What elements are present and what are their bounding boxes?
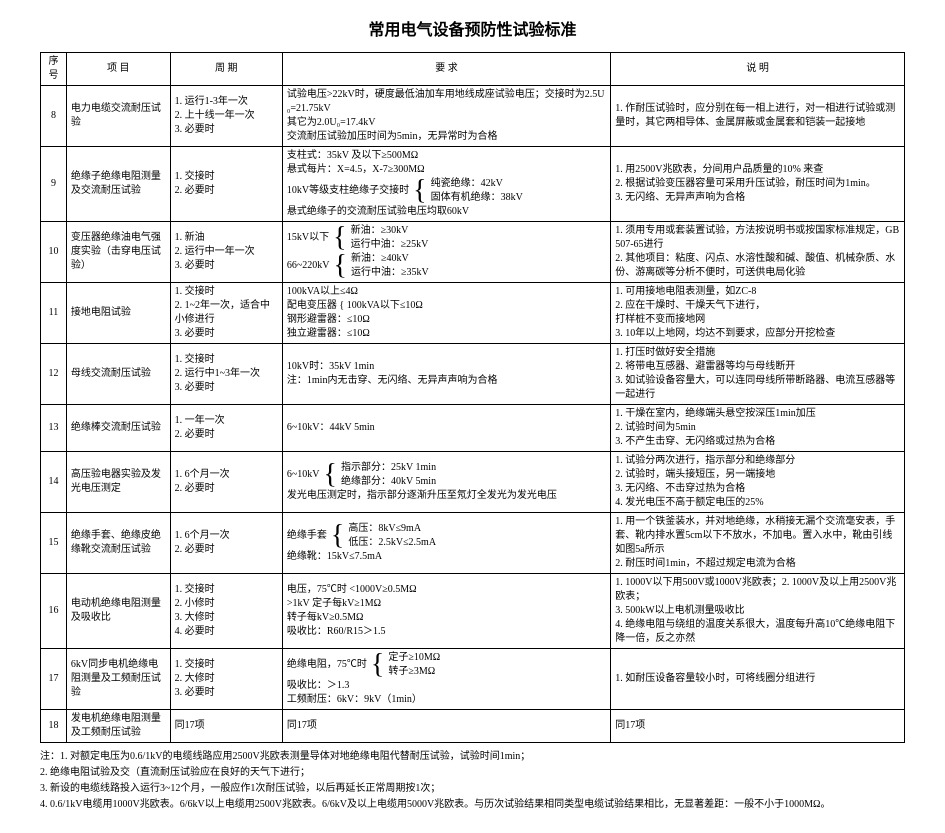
cell-item: 6kV同步电机绝缘电阻测量及工频耐压试验 bbox=[66, 649, 170, 710]
cell-desc: 同17项 bbox=[611, 710, 905, 743]
cell-period: 1. 6个月一次2. 必要时 bbox=[170, 452, 282, 513]
cell-item: 高压验电器实验及发光电压测定 bbox=[66, 452, 170, 513]
cell-no: 9 bbox=[41, 147, 67, 222]
table-row: 8 电力电缆交流耐压试验 1. 运行1-3年一次2. 上十线一年一次3. 必要时… bbox=[41, 86, 905, 147]
table-row: 12 母线交流耐压试验 1. 交接时2. 运行中1~3年一次3. 必要时 10k… bbox=[41, 344, 905, 405]
cell-desc: 1. 干燥在室内，绝缘端头悬空按深压1min加压2. 试验时间为5min3. 不… bbox=[611, 405, 905, 452]
standards-table: 序号 项 目 周 期 要 求 说 明 8 电力电缆交流耐压试验 1. 运行1-3… bbox=[40, 52, 905, 743]
cell-desc: 1. 如耐压设备容量较小时，可将线圈分组进行 bbox=[611, 649, 905, 710]
cell-desc: 1. 可用接地电阻表测量，如ZC-82. 应在干燥时、干燥天气下进行，打样桩不变… bbox=[611, 283, 905, 344]
cell-req: 6~10kV{指示部分：25kV 1min绝缘部分：40kV 5min发光电压测… bbox=[282, 452, 610, 513]
cell-req: 同17项 bbox=[282, 710, 610, 743]
cell-desc: 1. 用2500V兆欧表，分间用户品质量的10% 来查2. 根据试验变压器容量可… bbox=[611, 147, 905, 222]
cell-desc: 1. 作耐压试验时，应分别在每一相上进行，对一相进行试验或测量时，其它两相导体、… bbox=[611, 86, 905, 147]
table-row: 11 接地电阻试验 1. 交接时2. 1~2年一次，适合中小修进行3. 必要时 … bbox=[41, 283, 905, 344]
cell-period: 1. 交接时2. 小修时3. 大修时4. 必要时 bbox=[170, 574, 282, 649]
col-header: 说 明 bbox=[611, 53, 905, 86]
cell-no: 10 bbox=[41, 222, 67, 283]
cell-item: 电力电缆交流耐压试验 bbox=[66, 86, 170, 147]
cell-period: 1. 6个月一次2. 必要时 bbox=[170, 513, 282, 574]
table-row: 14 高压验电器实验及发光电压测定 1. 6个月一次2. 必要时 6~10kV{… bbox=[41, 452, 905, 513]
cell-desc: 1. 试验分两次进行，指示部分和绝缘部分2. 试验时，端头接短压，另一端接地3.… bbox=[611, 452, 905, 513]
cell-item: 发电机绝缘电阻测量及工频耐压试验 bbox=[66, 710, 170, 743]
cell-req: 绝缘电阻，75℃时{定子≥10MΩ转子≥3MΩ吸收比：＞1.3工频耐压：6kV：… bbox=[282, 649, 610, 710]
table-row: 15 绝缘手套、绝缘皮绝缘靴交流耐压试验 1. 6个月一次2. 必要时 绝缘手套… bbox=[41, 513, 905, 574]
cell-item: 母线交流耐压试验 bbox=[66, 344, 170, 405]
cell-item: 绝缘子绝缘电阻测量及交流耐压试验 bbox=[66, 147, 170, 222]
cell-req: 试验电压>22kV时，硬度最低油加车用地线成座试验电压；交接时为2.5U₀=21… bbox=[282, 86, 610, 147]
cell-no: 15 bbox=[41, 513, 67, 574]
cell-no: 11 bbox=[41, 283, 67, 344]
footnotes: 注：1. 对额定电压为0.6/1kV的电缆线路应用2500V兆欧表测量导体对地绝… bbox=[40, 749, 905, 812]
page-title: 常用电气设备预防性试验标准 bbox=[40, 20, 905, 42]
cell-req: 支柱式：35kV 及以下≥500MΩ 悬式每片：X=4.5，X-7≥300MΩ … bbox=[282, 147, 610, 222]
col-header: 要 求 bbox=[282, 53, 610, 86]
footnote-line: 注：1. 对额定电压为0.6/1kV的电缆线路应用2500V兆欧表测量导体对地绝… bbox=[40, 749, 905, 764]
footnote-line: 3. 新设的电缆线路投入运行3~12个月，一般应作1次耐压试验，以后再延长正常周… bbox=[40, 781, 905, 796]
cell-item: 接地电阻试验 bbox=[66, 283, 170, 344]
table-row: 16 电动机绝缘电阻测量及吸收比 1. 交接时2. 小修时3. 大修时4. 必要… bbox=[41, 574, 905, 649]
cell-desc: 1. 1000V以下用500V或1000V兆欧表；2. 1000V及以上用250… bbox=[611, 574, 905, 649]
cell-req: 绝缘手套{高压：8kV≤9mA低压：2.5kV≤2.5mA绝缘靴：15kV≤7.… bbox=[282, 513, 610, 574]
col-header: 周 期 bbox=[170, 53, 282, 86]
cell-desc: 1. 打压时做好安全措施2. 将带电互感器、避雷器等均与母线断开3. 如试验设备… bbox=[611, 344, 905, 405]
table-row: 9 绝缘子绝缘电阻测量及交流耐压试验 1. 交接时2. 必要时 支柱式：35kV… bbox=[41, 147, 905, 222]
table-row: 13 绝缘棒交流耐压试验 1. 一年一次2. 必要时 6~10kV：44kV 5… bbox=[41, 405, 905, 452]
col-header: 序号 bbox=[41, 53, 67, 86]
cell-period: 1. 新油2. 运行中一年一次3. 必要时 bbox=[170, 222, 282, 283]
table-row: 10 变压器绝缘油电气强度实验（击穿电压试验） 1. 新油2. 运行中一年一次3… bbox=[41, 222, 905, 283]
table-row: 17 6kV同步电机绝缘电阻测量及工频耐压试验 1. 交接时2. 大修时3. 必… bbox=[41, 649, 905, 710]
cell-period: 1. 运行1-3年一次2. 上十线一年一次3. 必要时 bbox=[170, 86, 282, 147]
footnote-line: 2. 绝缘电阻试验及交（直流耐压试验应在良好的天气下进行； bbox=[40, 765, 905, 780]
cell-item: 电动机绝缘电阻测量及吸收比 bbox=[66, 574, 170, 649]
cell-item: 绝缘棒交流耐压试验 bbox=[66, 405, 170, 452]
cell-item: 变压器绝缘油电气强度实验（击穿电压试验） bbox=[66, 222, 170, 283]
cell-item: 绝缘手套、绝缘皮绝缘靴交流耐压试验 bbox=[66, 513, 170, 574]
cell-req: 15kV以下 { 新油：≥30kV运行中油：≥25kV 66~220kV { 新… bbox=[282, 222, 610, 283]
cell-no: 12 bbox=[41, 344, 67, 405]
table-row: 18 发电机绝缘电阻测量及工频耐压试验 同17项 同17项 同17项 bbox=[41, 710, 905, 743]
cell-no: 18 bbox=[41, 710, 67, 743]
cell-period: 1. 交接时2. 必要时 bbox=[170, 147, 282, 222]
cell-no: 14 bbox=[41, 452, 67, 513]
table-header-row: 序号 项 目 周 期 要 求 说 明 bbox=[41, 53, 905, 86]
cell-no: 16 bbox=[41, 574, 67, 649]
footnote-line: 4. 0.6/1kV电缆用1000V兆欧表。6/6kV以上电缆用2500V兆欧表… bbox=[40, 797, 905, 812]
cell-desc: 1. 须用专用或套装置试验，方法按说明书或按国家标准规定，GB507-65进行2… bbox=[611, 222, 905, 283]
cell-req: 100kVA以上≤4Ω配电变压器 { 100kVA以下≤10Ω钢形避雷器：≤10… bbox=[282, 283, 610, 344]
cell-desc: 1. 用一个铁釜装水，并对地绝缘，水稍接无漏个交流毫安表，手套、靴内排水置5cm… bbox=[611, 513, 905, 574]
cell-period: 1. 交接时2. 大修时3. 必要时 bbox=[170, 649, 282, 710]
cell-period: 同17项 bbox=[170, 710, 282, 743]
cell-no: 17 bbox=[41, 649, 67, 710]
cell-req: 10kV时：35kV 1min注：1min内无击穿、无闪络、无异声声响为合格 bbox=[282, 344, 610, 405]
cell-req: 6~10kV：44kV 5min bbox=[282, 405, 610, 452]
cell-period: 1. 交接时2. 运行中1~3年一次3. 必要时 bbox=[170, 344, 282, 405]
cell-req: 电压，75℃时 <1000V≥0.5MΩ>1kV 定子每kV≥1MΩ转子每kV≥… bbox=[282, 574, 610, 649]
cell-period: 1. 一年一次2. 必要时 bbox=[170, 405, 282, 452]
cell-no: 13 bbox=[41, 405, 67, 452]
cell-no: 8 bbox=[41, 86, 67, 147]
cell-period: 1. 交接时2. 1~2年一次，适合中小修进行3. 必要时 bbox=[170, 283, 282, 344]
col-header: 项 目 bbox=[66, 53, 170, 86]
